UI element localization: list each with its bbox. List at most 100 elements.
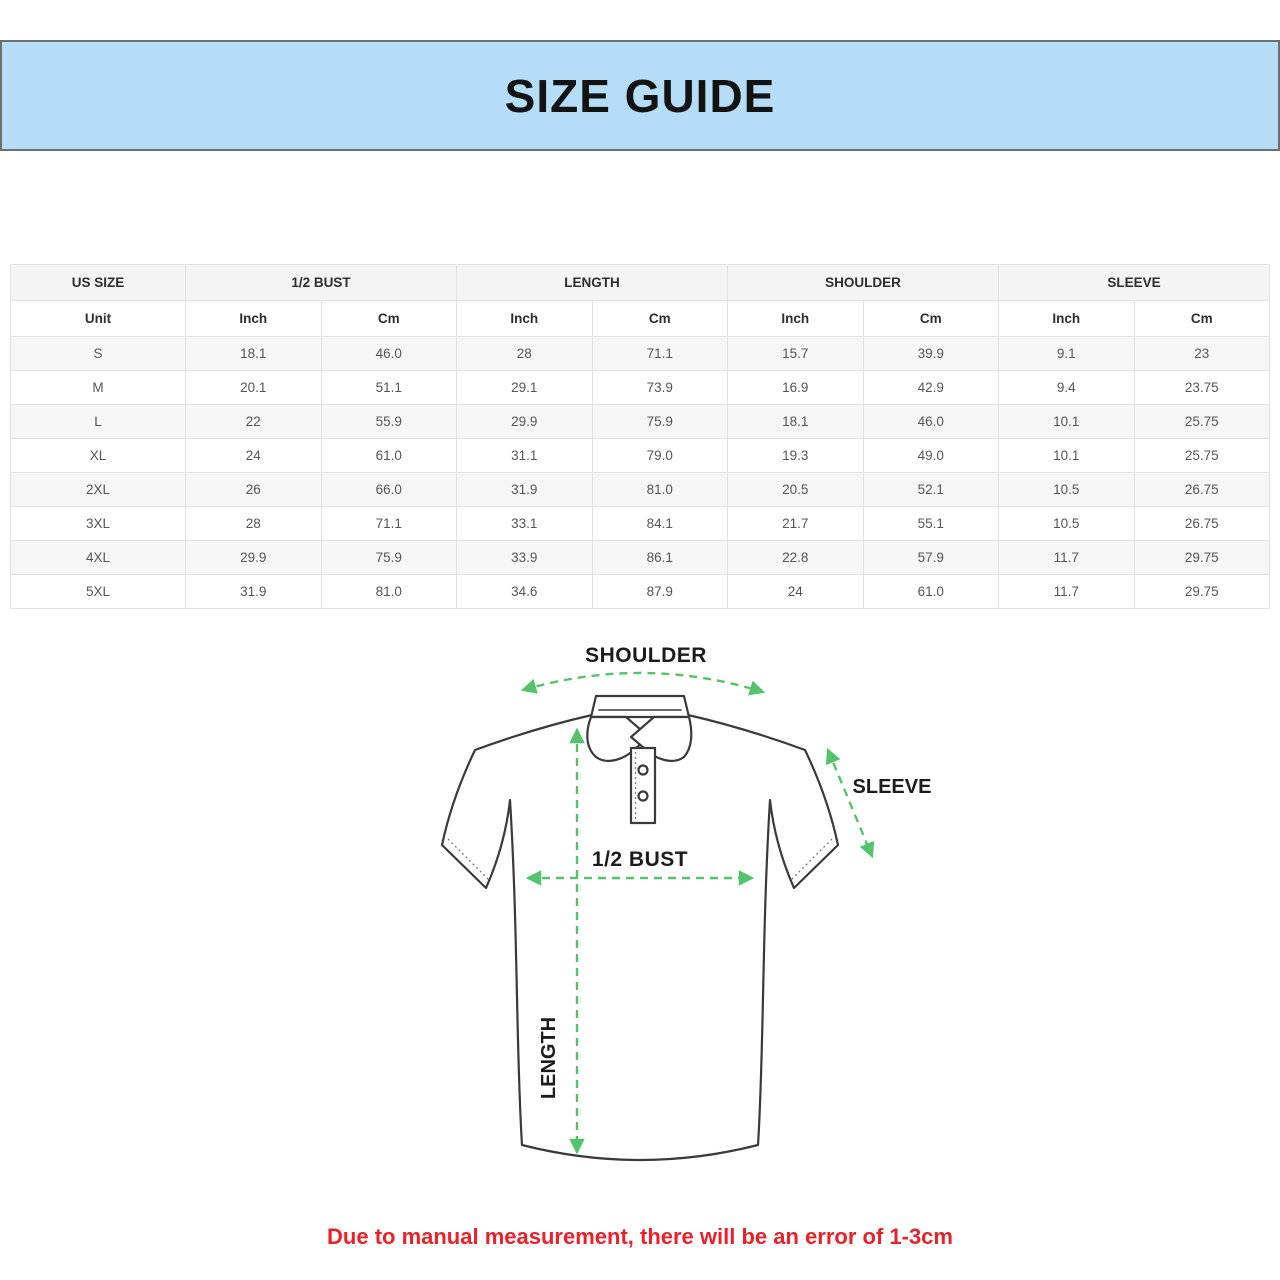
column-group-header: SLEEVE (998, 264, 1270, 301)
column-group-header: SHOULDER (727, 264, 999, 301)
table-cell: 9.4 (998, 370, 1135, 405)
page-title: SIZE GUIDE (504, 69, 776, 122)
table-cell: 29.1 (456, 370, 593, 405)
stitch-lines (447, 752, 833, 882)
table-cell: L (10, 404, 186, 439)
collar-band (589, 694, 691, 719)
measurement-arrows (520, 671, 875, 1155)
table-cell: 29.9 (456, 404, 593, 439)
table-cell: 57.9 (862, 540, 999, 575)
shirt-measurement-diagram: SHOULDER SLEEVE 1/2 BUST LENGTH (440, 644, 932, 1162)
table-cell: 25.75 (1133, 404, 1270, 439)
unit-header-cell: Cm (1133, 300, 1270, 337)
table-cell: 26 (185, 472, 322, 507)
table-cell: 31.1 (456, 438, 593, 473)
table-cell: 9.1 (998, 336, 1135, 371)
table-cell: 22.8 (727, 540, 864, 575)
sleeve-arrow (825, 747, 875, 859)
button (637, 764, 649, 776)
table-cell: 24 (727, 574, 864, 609)
table-cell: 10.1 (998, 404, 1135, 439)
table-cell: 29.9 (185, 540, 322, 575)
table-cell: 26.75 (1133, 506, 1270, 541)
table-cell: 22 (185, 404, 322, 439)
table-cell: 79.0 (591, 438, 728, 473)
column-group-header: LENGTH (456, 264, 728, 301)
unit-header-cell: Cm (320, 300, 457, 337)
unit-header-cell: Inch (456, 300, 593, 337)
table-cell: 81.0 (591, 472, 728, 507)
table-cell: M (10, 370, 186, 405)
shoulder-arrow (520, 671, 766, 696)
unit-header-cell: Cm (591, 300, 728, 337)
table-cell: 71.1 (591, 336, 728, 371)
table-cell: 2XL (10, 472, 186, 507)
size-row-5xl: 5XL 31.9 81.0 34.6 87.9 24 61.0 11.7 29.75 (10, 574, 1270, 609)
column-group-header: 1/2 BUST (185, 264, 457, 301)
unit-header-cell: Inch (998, 300, 1135, 337)
size-table-container: US SIZE 1/2 BUST LENGTH SHOULDER SLEEVE Unit I… (10, 264, 1270, 609)
size-row-xl: XL 24 61.0 31.1 79.0 19.3 49.0 10.1 25.75 (10, 438, 1270, 473)
placket (629, 746, 657, 825)
table-cell: 84.1 (591, 506, 728, 541)
table-cell: 87.9 (591, 574, 728, 609)
table-cell: 15.7 (727, 336, 864, 371)
table-cell: 29.75 (1133, 574, 1270, 609)
button (637, 790, 649, 802)
table-cell: 51.1 (320, 370, 457, 405)
size-row-s: S 18.1 46.0 28 71.1 15.7 39.9 9.1 23 (10, 336, 1270, 371)
table-cell: 52.1 (862, 472, 999, 507)
table-cell: 66.0 (320, 472, 457, 507)
table-cell: 31.9 (456, 472, 593, 507)
table-cell: 29.75 (1133, 540, 1270, 575)
table-cell: 10.5 (998, 472, 1135, 507)
table-cell: 18.1 (727, 404, 864, 439)
table-cell: 10.5 (998, 506, 1135, 541)
table-cell: 75.9 (591, 404, 728, 439)
table-cell: 28 (185, 506, 322, 541)
column-group-header: US SIZE (10, 264, 186, 301)
table-cell: 42.9 (862, 370, 999, 405)
table-cell: 55.9 (320, 404, 457, 439)
table-cell: 26.75 (1133, 472, 1270, 507)
polo-shirt-outline (440, 694, 840, 1162)
unit-header-cell: Inch (185, 300, 322, 337)
size-table: US SIZE 1/2 BUST LENGTH SHOULDER SLEEVE Unit I… (10, 264, 1270, 609)
size-guide-banner: SIZE GUIDE (0, 40, 1280, 151)
table-cell: 39.9 (862, 336, 999, 371)
table-cell: 28 (456, 336, 593, 371)
table-cell: 20.1 (185, 370, 322, 405)
table-cell: XL (10, 438, 186, 473)
table-cell: 5XL (10, 574, 186, 609)
table-cell: 11.7 (998, 574, 1135, 609)
length-label: LENGTH (538, 1017, 560, 1099)
size-row-4xl: 4XL 29.9 75.9 33.9 86.1 22.8 57.9 11.7 29.75 (10, 540, 1270, 575)
shoulder-label: SHOULDER (585, 644, 707, 667)
table-cell: 19.3 (727, 438, 864, 473)
table-cell: 81.0 (320, 574, 457, 609)
table-cell: 18.1 (185, 336, 322, 371)
table-cell: S (10, 336, 186, 371)
bust-label: 1/2 BUST (592, 848, 688, 871)
table-cell: 46.0 (320, 336, 457, 371)
table-cell: 46.0 (862, 404, 999, 439)
table-cell: 16.9 (727, 370, 864, 405)
measurement-disclaimer: Due to manual measurement, there will be… (327, 1224, 953, 1249)
table-cell: 25.75 (1133, 438, 1270, 473)
table-cell: 73.9 (591, 370, 728, 405)
size-row-3xl: 3XL 28 71.1 33.1 84.1 21.7 55.1 10.5 26.75 (10, 506, 1270, 541)
table-cell: 3XL (10, 506, 186, 541)
table-cell: 10.1 (998, 438, 1135, 473)
table-cell: 71.1 (320, 506, 457, 541)
table-cell: 61.0 (320, 438, 457, 473)
table-cell: 55.1 (862, 506, 999, 541)
unit-header-cell: Inch (727, 300, 864, 337)
table-cell: 49.0 (862, 438, 999, 473)
table-cell: 61.0 (862, 574, 999, 609)
table-cell: 33.1 (456, 506, 593, 541)
table-cell: 24 (185, 438, 322, 473)
sleeve-label: SLEEVE (853, 776, 932, 798)
table-cell: 75.9 (320, 540, 457, 575)
table-cell: 86.1 (591, 540, 728, 575)
table-cell: 4XL (10, 540, 186, 575)
